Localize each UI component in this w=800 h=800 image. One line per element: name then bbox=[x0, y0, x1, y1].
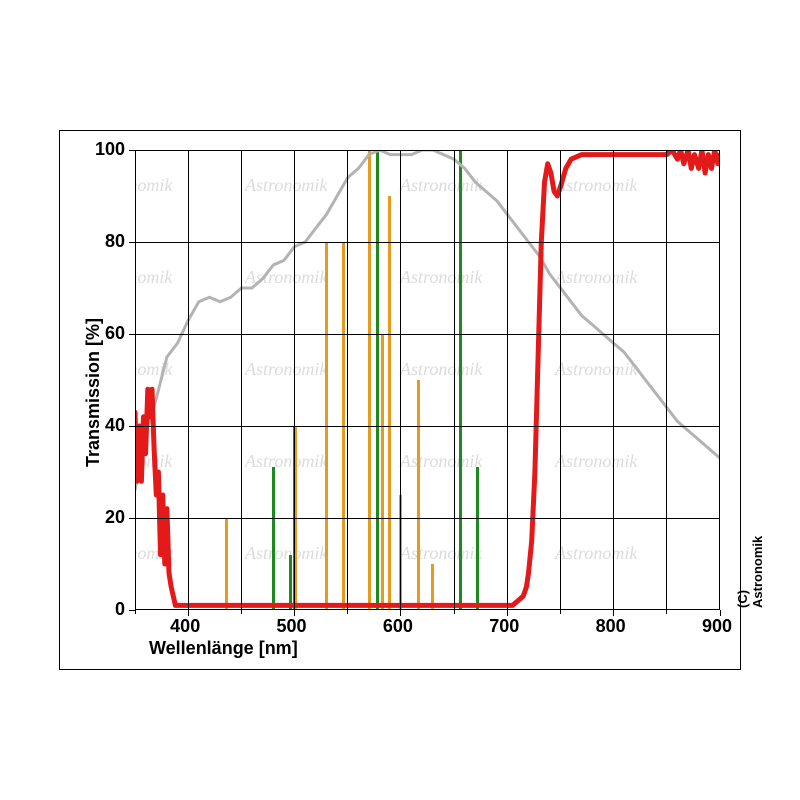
y-axis-title: Transmission [%] bbox=[83, 318, 104, 467]
x-minor-tick bbox=[454, 610, 455, 614]
x-minor-tick bbox=[241, 610, 242, 614]
x-minor-tick bbox=[135, 610, 136, 614]
y-tick-label: 60 bbox=[105, 323, 125, 344]
plot-area: AstronomikAstronomikAstronomikAstronomik… bbox=[135, 150, 720, 610]
y-tick bbox=[129, 426, 135, 427]
y-tick bbox=[129, 518, 135, 519]
y-tick-label: 80 bbox=[105, 231, 125, 252]
y-tick-label: 100 bbox=[95, 139, 125, 160]
y-tick bbox=[129, 610, 135, 611]
plot-border bbox=[135, 150, 720, 610]
x-tick-label: 500 bbox=[277, 616, 307, 637]
y-tick-label: 0 bbox=[115, 599, 125, 620]
x-tick-label: 800 bbox=[596, 616, 626, 637]
x-axis-title: Wellenlänge [nm] bbox=[149, 638, 298, 659]
y-tick-label: 40 bbox=[105, 415, 125, 436]
y-tick bbox=[129, 334, 135, 335]
x-minor-tick bbox=[666, 610, 667, 614]
copyright-label: (C) Astronomik bbox=[735, 536, 765, 608]
x-tick-label: 400 bbox=[170, 616, 200, 637]
x-minor-tick bbox=[347, 610, 348, 614]
x-minor-tick bbox=[560, 610, 561, 614]
x-tick-label: 900 bbox=[702, 616, 732, 637]
x-tick-label: 700 bbox=[489, 616, 519, 637]
x-tick-label: 600 bbox=[383, 616, 413, 637]
y-tick bbox=[129, 242, 135, 243]
y-tick-label: 20 bbox=[105, 507, 125, 528]
y-tick bbox=[129, 150, 135, 151]
